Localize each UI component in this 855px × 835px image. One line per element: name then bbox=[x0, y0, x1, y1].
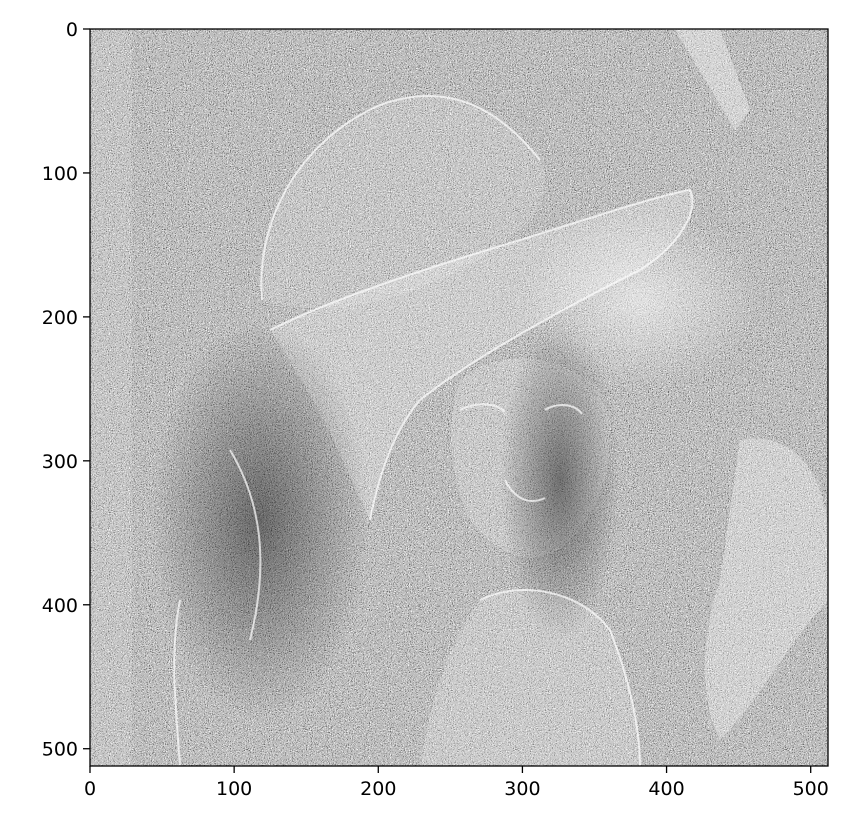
image-edge-strokes bbox=[173, 95, 694, 766]
y-tick-label: 400 bbox=[42, 595, 78, 617]
y-tick-label: 100 bbox=[42, 163, 78, 185]
x-tick-label: 300 bbox=[504, 778, 540, 800]
x-tick-label: 200 bbox=[360, 778, 396, 800]
image-tonal-regions bbox=[92, 29, 828, 766]
x-tick-label: 100 bbox=[216, 778, 252, 800]
x-tick-label: 0 bbox=[84, 778, 96, 800]
axes-frame bbox=[89, 28, 829, 767]
y-tick-label: 200 bbox=[42, 307, 78, 329]
y-tick-label: 0 bbox=[66, 19, 78, 41]
x-axis: 0 100 200 300 400 500 bbox=[84, 766, 829, 800]
y-tick-label: 300 bbox=[42, 451, 78, 473]
x-tick-label: 500 bbox=[793, 778, 829, 800]
x-tick-label: 400 bbox=[648, 778, 684, 800]
image-plot-area bbox=[90, 29, 828, 766]
y-axis: 0 100 200 300 400 500 bbox=[42, 19, 90, 761]
y-tick-label: 500 bbox=[42, 739, 78, 761]
